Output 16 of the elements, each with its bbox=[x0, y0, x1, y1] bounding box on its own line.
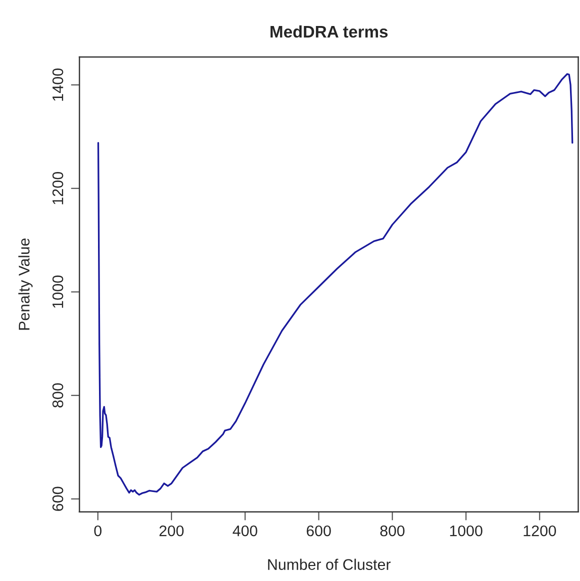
x-tick-label: 0 bbox=[94, 525, 102, 536]
x-tick-label: 200 bbox=[160, 525, 184, 536]
line-series bbox=[97, 73, 574, 496]
y-tick-label: 1200 bbox=[52, 172, 64, 204]
x-tick-label: 400 bbox=[232, 525, 258, 536]
x-tick-label: 1000 bbox=[450, 525, 482, 536]
x-tick-label: 600 bbox=[306, 525, 331, 536]
y-tick-label: 600 bbox=[52, 486, 64, 511]
y-tick-label: 800 bbox=[52, 383, 64, 408]
y-axis-title: Penalty Value bbox=[18, 238, 33, 330]
y-tick-label: 1000 bbox=[52, 276, 64, 308]
x-tick-label: 1200 bbox=[524, 525, 556, 536]
y-tick-label: 1400 bbox=[52, 68, 64, 101]
x-tick-label: 800 bbox=[380, 525, 405, 536]
chart-title: MedDRA terms bbox=[270, 25, 388, 38]
x-axis-title: Number of Cluster bbox=[268, 558, 391, 570]
